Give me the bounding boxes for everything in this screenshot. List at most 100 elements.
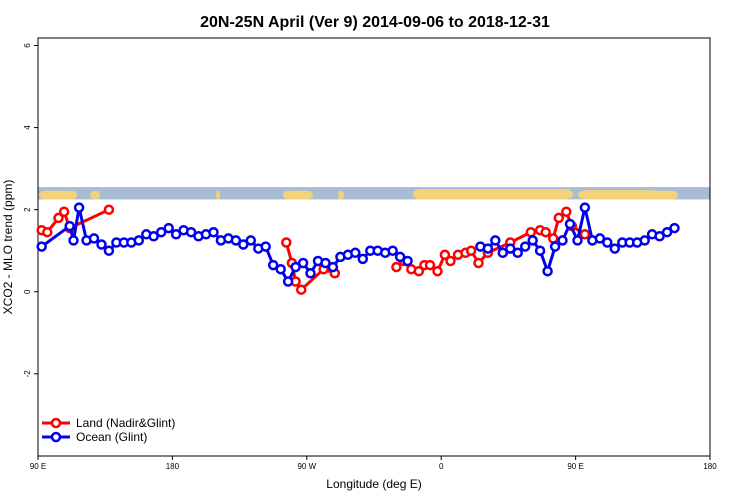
data-point-land-24 — [473, 257, 484, 269]
data-point-ocean-24 — [230, 235, 242, 246]
map-land-1 — [90, 190, 100, 200]
series-layer — [36, 202, 680, 295]
y-axis-label: XCO2 - MLO trend (ppm) — [1, 180, 15, 315]
data-point-ocean-49 — [482, 243, 494, 254]
data-point-ocean-56 — [534, 245, 546, 256]
y-tick-label-4: -2 — [23, 370, 32, 378]
legend-label-ocean: Ocean (Glint) — [76, 430, 147, 444]
data-point-ocean-5 — [88, 233, 100, 244]
map-land-2 — [216, 190, 220, 200]
series-ocean — [36, 202, 680, 287]
data-point-ocean-45 — [387, 245, 398, 256]
y-tick-label-2: 2 — [23, 207, 32, 212]
data-point-ocean-33 — [297, 257, 309, 269]
world-map-band — [38, 187, 710, 200]
data-point-ocean-40 — [350, 247, 361, 259]
data-point-land-20 — [445, 255, 456, 267]
x-tick-label-4: 90 E — [567, 462, 583, 471]
y-tick-label-3: 0 — [23, 289, 32, 294]
data-point-ocean-70 — [639, 235, 650, 246]
data-point-ocean-52 — [505, 243, 516, 254]
data-point-ocean-18 — [185, 226, 197, 238]
data-point-ocean-58 — [549, 241, 561, 252]
plot-area: 6 4 2 0 -2 90 E 180 90 W 0 90 E 180 — [23, 37, 717, 471]
data-point-ocean-65 — [602, 237, 613, 248]
data-point-land-27 — [525, 226, 537, 238]
data-point-land-34 — [579, 229, 591, 240]
data-point-ocean-6 — [96, 239, 107, 250]
data-point-land-19 — [439, 249, 451, 261]
data-point-land-9 — [295, 284, 307, 295]
data-point-ocean-0 — [36, 241, 47, 252]
data-point-land-29 — [540, 226, 551, 238]
legend-item-land: Land (Nadir&Glint) — [42, 416, 175, 430]
data-point-ocean-30 — [275, 263, 286, 275]
x-axis: 90 E 180 90 W 0 90 E 180 — [30, 456, 717, 471]
data-point-ocean-73 — [661, 226, 673, 238]
y-axis: 6 4 2 0 -2 — [23, 43, 38, 378]
y-tick-label-0: 6 — [23, 43, 32, 48]
data-point-ocean-72 — [654, 231, 665, 242]
data-point-ocean-61 — [572, 235, 583, 246]
map-land-0 — [39, 190, 77, 200]
map-land-asia — [578, 190, 658, 200]
legend: Land (Nadir&Glint) Ocean (Glint) — [42, 416, 175, 444]
data-point-ocean-21 — [208, 226, 219, 238]
data-point-ocean-32 — [290, 261, 301, 273]
data-point-ocean-66 — [609, 243, 621, 254]
data-point-ocean-55 — [527, 235, 538, 246]
data-point-ocean-13 — [148, 231, 159, 242]
data-point-ocean-25 — [238, 239, 249, 250]
x-tick-label-5: 180 — [703, 462, 717, 471]
data-point-ocean-3 — [73, 202, 85, 213]
data-point-ocean-54 — [519, 241, 531, 252]
chart-title: 20N-25N April (Ver 9) 2014-09-06 to 2018… — [200, 14, 550, 31]
data-point-ocean-11 — [133, 235, 145, 246]
x-tick-label-0: 90 E — [30, 462, 46, 471]
y-tick-label-1: 4 — [23, 125, 32, 130]
data-point-ocean-59 — [557, 235, 568, 246]
map-land-africa — [413, 189, 573, 200]
data-point-ocean-74 — [669, 222, 680, 234]
legend-label-land: Land (Nadir&Glint) — [76, 416, 175, 430]
map-land-4 — [338, 190, 344, 200]
data-point-ocean-2 — [68, 235, 79, 246]
x-tick-label-2: 90 W — [297, 462, 316, 471]
data-point-ocean-47 — [402, 255, 413, 267]
x-tick-label-3: 0 — [439, 462, 444, 471]
x-tick-label-1: 180 — [166, 462, 180, 471]
data-point-ocean-28 — [260, 241, 271, 252]
data-point-ocean-41 — [357, 253, 369, 265]
data-point-ocean-31 — [282, 276, 294, 287]
data-point-ocean-50 — [490, 235, 501, 246]
data-point-land-31 — [553, 212, 565, 224]
data-point-ocean-14 — [155, 226, 167, 238]
data-point-ocean-37 — [327, 261, 339, 273]
data-point-ocean-1 — [64, 220, 75, 232]
data-point-land-5 — [103, 204, 115, 215]
data-point-ocean-15 — [163, 222, 174, 234]
x-axis-label: Longitude (deg E) — [326, 477, 421, 491]
data-point-land-32 — [561, 206, 572, 217]
data-point-ocean-7 — [103, 245, 115, 256]
data-point-land-12 — [391, 261, 402, 273]
data-point-ocean-64 — [594, 233, 606, 244]
data-point-ocean-16 — [170, 229, 182, 240]
legend-marker-land — [50, 417, 62, 429]
data-point-land-15 — [413, 265, 425, 277]
data-point-ocean-46 — [394, 251, 406, 263]
data-point-ocean-57 — [542, 265, 553, 277]
data-point-land-3 — [58, 206, 70, 217]
legend-marker-ocean — [50, 431, 62, 443]
data-point-land-30 — [547, 233, 559, 244]
data-point-ocean-36 — [320, 257, 331, 269]
legend-item-ocean: Ocean (Glint) — [42, 430, 147, 444]
data-point-land-1 — [42, 226, 53, 238]
data-point-ocean-60 — [564, 218, 576, 230]
data-point-ocean-26 — [245, 235, 257, 246]
data-point-land-18 — [432, 265, 443, 277]
data-point-ocean-34 — [305, 268, 316, 279]
data-point-land-17 — [424, 259, 436, 271]
data-point-land-23 — [465, 245, 477, 256]
